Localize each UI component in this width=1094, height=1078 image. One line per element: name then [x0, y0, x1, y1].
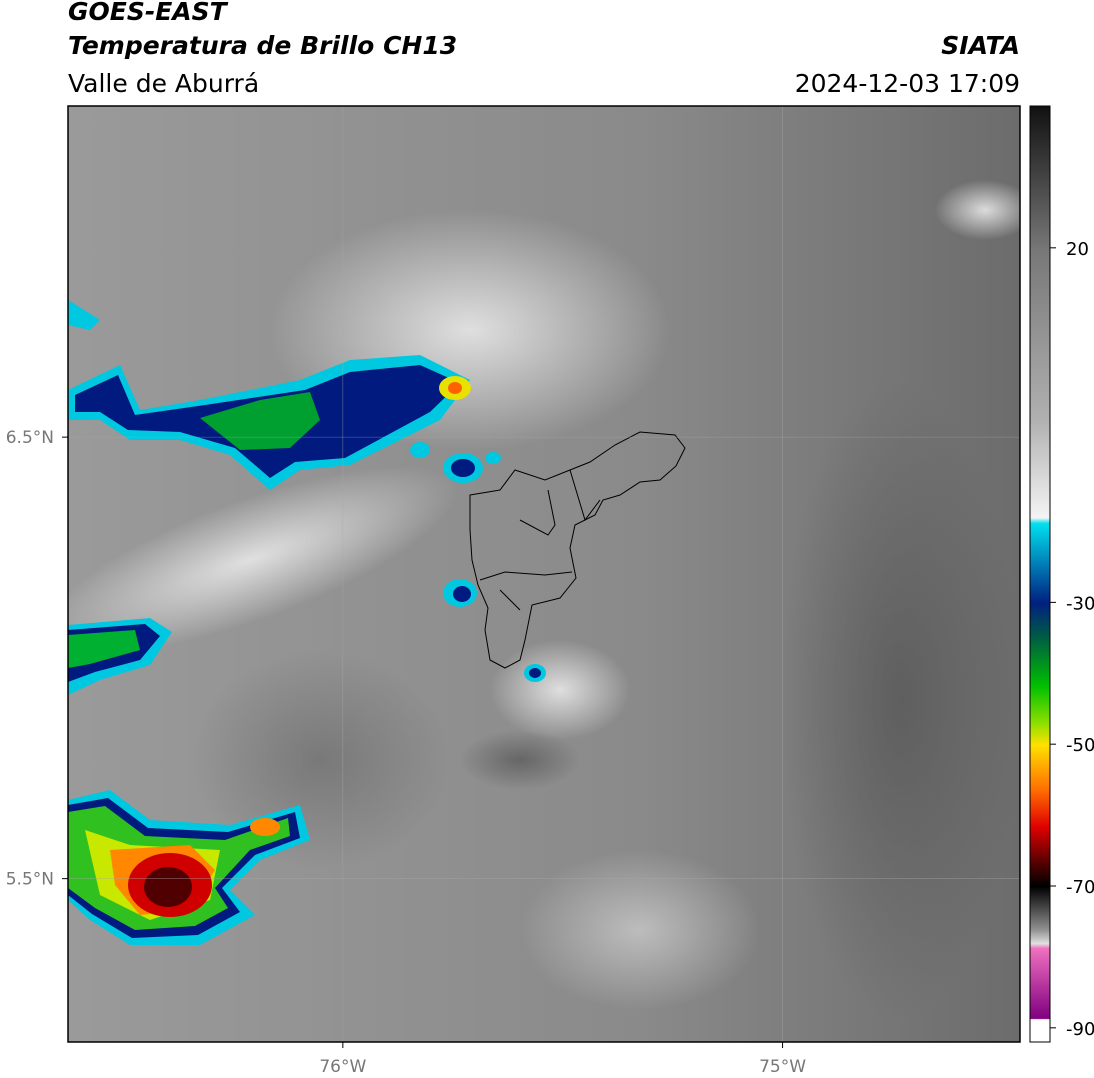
map-frame — [67, 105, 1021, 1043]
source: SIATA — [941, 31, 1020, 60]
subtitle: Temperatura de Brillo CH13 — [68, 31, 457, 60]
title: GOES-EAST — [68, 0, 229, 26]
satellite-image — [68, 106, 1020, 1042]
y-tick-label: 5.5°N — [6, 870, 54, 890]
x-tick-label: 75°W — [759, 1057, 806, 1077]
colorbar-tick-label: -50 — [1066, 735, 1094, 756]
colorbar-tick-label: -70 — [1066, 877, 1094, 898]
y-tick-label: 6.5°N — [6, 428, 54, 448]
region: Valle de Aburrá — [68, 69, 259, 98]
x-tick-label: 76°W — [319, 1057, 366, 1077]
colorbar-tick-label: 20 — [1066, 239, 1089, 260]
colorbar-tick-label: -30 — [1066, 593, 1094, 614]
graticule — [68, 106, 1020, 1042]
timestamp: 2024-12-03 17:09 — [795, 69, 1020, 98]
colorbar — [1029, 105, 1051, 1043]
colorbar-tick-label: -90 — [1066, 1019, 1094, 1040]
